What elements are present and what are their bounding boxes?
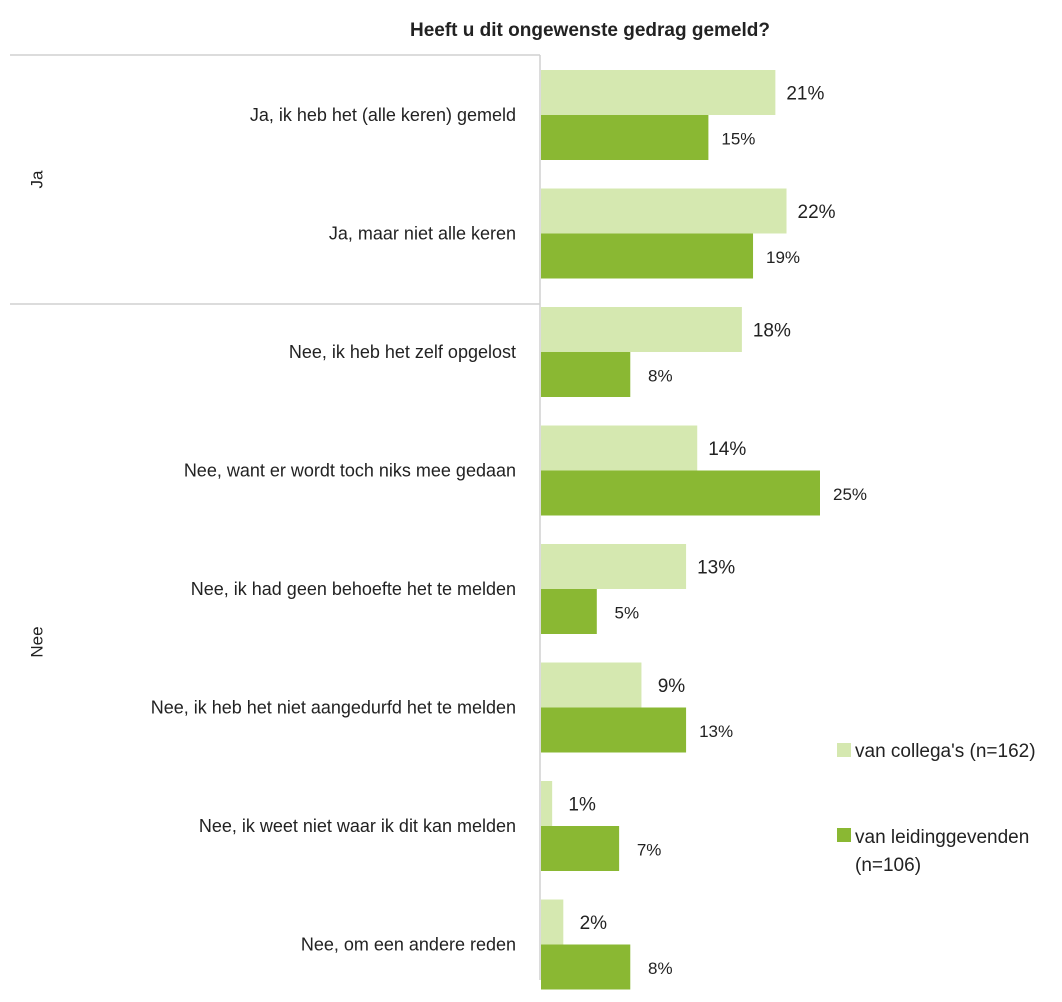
data-label: 14% [708,439,746,460]
bar-colleagues [541,662,642,708]
bar-colleagues [541,307,742,352]
legend-label-managers: (n=106) [855,855,921,876]
category-label: Ja, maar niet alle keren [329,224,516,244]
category-label: Nee, want er wordt toch niks mee gedaan [184,461,516,481]
category-label: Ja, ik heb het (alle keren) gemeld [250,105,516,125]
bar-colleagues [541,425,698,471]
data-label: 22% [798,202,836,223]
data-label: 13% [697,558,735,579]
bar-managers [541,115,709,160]
bar-colleagues [541,781,553,826]
bar-managers [541,589,597,634]
bar-managers [541,944,631,990]
category-label: Nee, ik weet niet waar ik dit kan melden [199,816,516,836]
data-label: 8% [648,367,673,386]
category-label: Nee, ik heb het niet aangedurfd het te m… [151,698,516,718]
group-label: Nee [27,626,46,657]
legend-swatch-colleagues [837,743,851,757]
data-label: 25% [833,485,867,504]
legend-swatch-managers [837,828,851,842]
bar-colleagues [541,70,776,115]
legend: van collega's (n=162) van leidinggevenden… [837,741,1036,876]
data-label: 9% [658,676,686,697]
legend-label-managers: van leidinggevenden [855,827,1029,848]
bar-managers [541,352,631,397]
data-label: 1% [568,795,596,816]
data-label: 21% [786,84,824,105]
bar-colleagues [541,544,687,589]
data-label: 15% [721,130,755,149]
bar-colleagues [541,899,564,945]
category-label: Nee, ik heb het zelf opgelost [289,342,516,362]
data-label: 13% [699,722,733,741]
data-label: 8% [648,959,673,978]
data-label: 5% [615,604,640,623]
category-label: Nee, ik had geen behoefte het te melden [191,579,516,599]
chart-title: Heeft u dit ongewenste gedrag gemeld? [410,20,770,41]
data-label: 7% [637,841,662,860]
plot-area: Ja Nee Ja, ik heb het (alle keren) gemeld 2… [10,54,867,990]
group-label: Ja [27,170,46,189]
category-label: Nee, om een andere reden [301,935,516,955]
data-label: 18% [753,321,791,342]
bar-managers [541,707,687,753]
bar-colleagues [541,188,787,234]
data-label: 2% [580,913,608,934]
bar-managers [541,470,820,516]
legend-label-colleagues: van collega's (n=162) [855,741,1036,762]
bar-managers [541,826,620,871]
data-label: 19% [766,248,800,267]
bar-managers [541,233,754,279]
